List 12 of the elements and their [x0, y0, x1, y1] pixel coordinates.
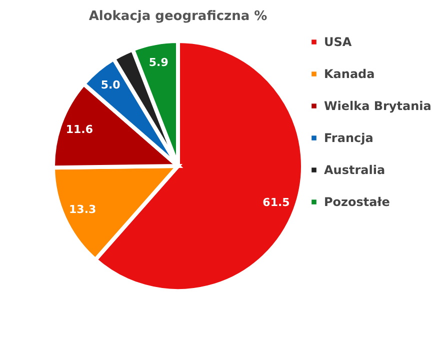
legend-label: Australia: [324, 163, 386, 177]
legend-label: USA: [324, 35, 352, 49]
data-label: 5.9: [148, 56, 168, 69]
legend-label: Pozostałe: [324, 195, 390, 209]
data-label: 5.0: [100, 78, 121, 92]
data-label: 61.5: [262, 196, 290, 210]
data-label: 11.6: [66, 122, 94, 136]
chart-title: Alokacja geograficzna %: [88, 9, 268, 24]
legend-label: Kanada: [324, 67, 375, 81]
data-label: 13.3: [69, 202, 96, 216]
legend-label: Francja: [324, 131, 374, 145]
legend-label: Wielka Brytania: [324, 99, 432, 113]
